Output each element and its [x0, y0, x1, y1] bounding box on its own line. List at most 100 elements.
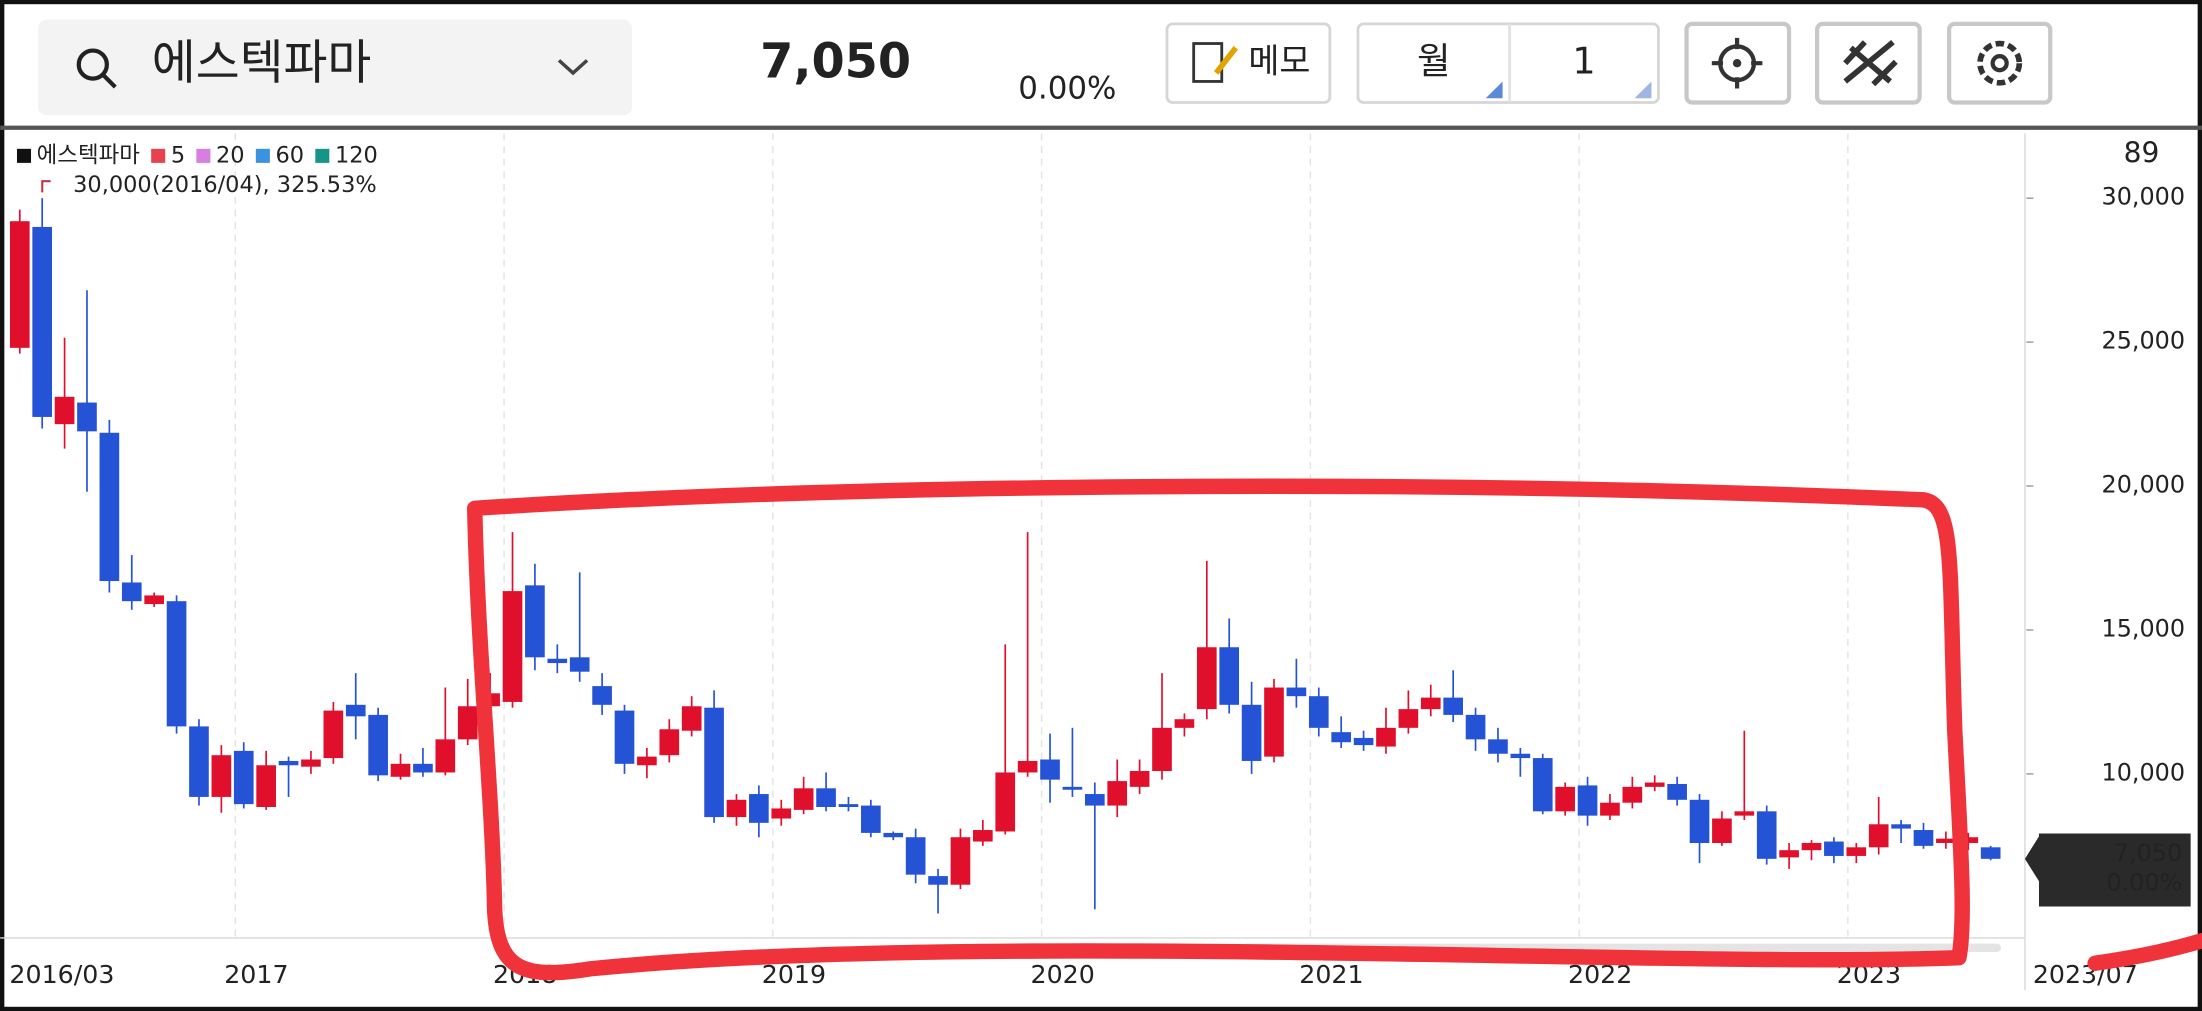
period-label[interactable]: 월 [1417, 40, 1451, 83]
memo-icon [1213, 46, 1239, 75]
candle-body [413, 763, 433, 773]
candle-body [233, 750, 254, 805]
candle-body [1398, 709, 1419, 728]
button-frame[interactable] [1947, 21, 2053, 105]
candle-body [345, 704, 366, 717]
candle-body [1756, 811, 1777, 859]
dropdown-arrow[interactable] [557, 59, 589, 76]
candle-body [1107, 781, 1128, 806]
candle-body [1868, 824, 1889, 848]
candle-body [1577, 785, 1598, 816]
candle-body [1443, 697, 1463, 715]
memo-label: 메모 [1248, 42, 1310, 81]
candle-body [99, 432, 120, 582]
candle-body [1152, 727, 1172, 772]
price-tag-change: 0.00% [2106, 869, 2182, 897]
y-tick-label: 25,000 [2102, 327, 2186, 355]
candle-body [9, 221, 30, 348]
candle-body [211, 755, 232, 797]
legend-swatch [315, 148, 330, 163]
candle-body [1062, 786, 1083, 790]
max-pointer [41, 180, 51, 193]
candle-body [54, 396, 75, 425]
candle-body [1667, 783, 1687, 800]
candle-body [323, 710, 344, 759]
candle-body [1779, 850, 1799, 858]
period-selector[interactable]: 월 1 [1356, 22, 1660, 104]
candle-body [1936, 838, 1956, 843]
legend-swatch [196, 148, 211, 163]
search-icon [76, 48, 109, 81]
price-change: 0.00% [1018, 70, 1116, 106]
candle-body [928, 876, 948, 885]
candle-body [1376, 727, 1396, 747]
candle-body [592, 686, 612, 705]
memo-button[interactable]: 메모 [1165, 22, 1332, 104]
stock-name: 에스텍파마 [152, 36, 372, 91]
candle-body [547, 658, 568, 664]
y-tick-label: 10,000 [2102, 758, 2186, 786]
candle-body [1510, 753, 1531, 759]
y-tick-label: 20,000 [2102, 471, 2186, 499]
legend-swatch [151, 148, 166, 163]
corner-mark [1634, 81, 1652, 99]
candle-body [77, 402, 97, 432]
candle-body [1286, 687, 1307, 697]
current-price: 7,050 [760, 35, 911, 90]
candle-body [1734, 811, 1755, 816]
candle-body [1040, 759, 1060, 780]
candle-body [1017, 760, 1038, 773]
search-box[interactable]: 에스텍파마 [38, 19, 633, 116]
x-tick-label: 2021 [1299, 960, 1363, 989]
candle-body [457, 706, 478, 740]
legend-label: 60 [275, 142, 304, 168]
candle-body [1353, 737, 1374, 746]
x-tick-label: 2020 [1031, 960, 1095, 989]
candle-body [1196, 647, 1217, 710]
candle-body [1689, 799, 1710, 843]
candle-body [1824, 841, 1844, 856]
candle-body [950, 837, 971, 885]
crosshair-icon [1711, 37, 1763, 89]
candle-body [973, 830, 993, 842]
candle-body [569, 657, 590, 672]
search-field[interactable] [38, 19, 633, 116]
candle-body [368, 714, 388, 776]
corner-mark [1485, 81, 1503, 99]
highlight-mark [467, 478, 2202, 981]
crosshair-icon [1732, 58, 1742, 68]
candle-body [1644, 782, 1665, 787]
price-tag-label: 7,050 [2114, 839, 2182, 867]
gear-icon [1990, 54, 2009, 73]
candle-body [1801, 842, 1822, 851]
candle-body [166, 601, 187, 727]
candle-body [1846, 847, 1867, 856]
candle-body [502, 591, 523, 702]
candle-body [1712, 818, 1732, 843]
legend-label: 5 [171, 142, 185, 168]
period-count[interactable]: 1 [1572, 40, 1595, 83]
drawing-button[interactable] [1815, 21, 1922, 105]
candle-body [1891, 824, 1911, 829]
settings-button[interactable] [1947, 21, 2053, 105]
candle-body [189, 726, 209, 797]
search-icon [101, 72, 117, 89]
candle-body [681, 706, 702, 731]
candle-body [1331, 732, 1352, 743]
max-annotation: 30,000(2016/04), 325.53% [73, 172, 377, 198]
candle-body [1555, 786, 1575, 812]
candle-body [1129, 771, 1150, 787]
candle-body [144, 595, 164, 605]
candle-body [32, 226, 53, 417]
candle-body [1532, 758, 1553, 812]
candle-body [1308, 696, 1329, 728]
crosshair-button[interactable] [1684, 21, 1792, 105]
legend-label: 에스텍파마 [37, 142, 141, 168]
candle-body [1958, 837, 1979, 843]
x-tick-label: 2019 [762, 960, 826, 989]
y-tick-label: 15,000 [2102, 614, 2186, 642]
